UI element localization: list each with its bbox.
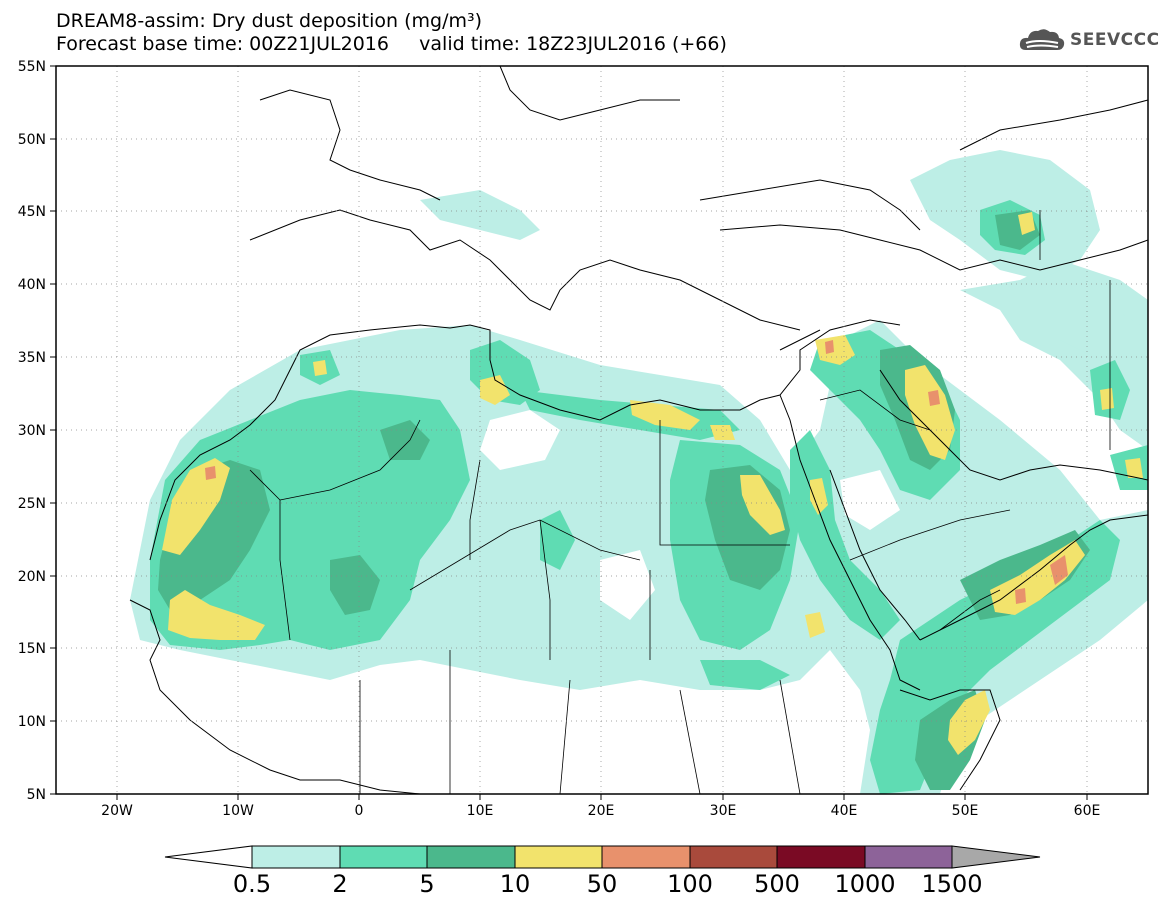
lat-tick-label: 50N [18,132,46,148]
colorbar-under-triangle [164,845,253,869]
lon-tick-label: 0 [355,803,364,819]
dust-deposition-field [130,150,1148,794]
colorbar-swatch [601,845,691,869]
colorbar-swatch [864,845,953,869]
coastlines-borders [129,66,1148,794]
lon-tick-label: 50E [952,803,979,819]
cloud-icon [1019,29,1065,50]
lon-tick-label: 10E [467,803,494,819]
lon-tick-label: 20W [101,803,133,819]
valid-time: valid time: 18Z23JUL2016 (+66) [419,33,727,55]
colorbar-swatch [776,845,866,869]
colorbar-label: 1000 [834,870,896,898]
colorbar-label: 2 [332,870,348,898]
lat-tick-label: 55N [18,59,46,75]
colorbar-label: 100 [667,870,713,898]
colorbar-label: 10 [499,870,531,898]
forecast-base-time: Forecast base time: 00Z21JUL2016 [56,33,389,55]
lat-tick-label: 15N [18,641,46,657]
colorbar-label: 50 [586,870,618,898]
lon-tick-label: 20E [588,803,615,819]
lat-tick-label: 35N [18,350,46,366]
lon-tick-label: 60E [1074,803,1101,819]
deposition-level-50 [205,340,1068,604]
colorbar-swatch [426,845,516,869]
map-plot-area: 20W 10W 0 10E 20E 30E 40E 50E 60E 55N 50… [18,59,1149,819]
lat-tick-label: 10N [18,714,46,730]
lat-tick-label: 20N [18,569,46,585]
colorbar-over-triangle [951,845,1041,869]
lon-tick-labels: 20W 10W 0 10E 20E 30E 40E 50E 60E [101,803,1100,819]
colorbar [164,845,1041,869]
colorbar-swatch [689,845,778,869]
colorbar-swatch [339,845,428,869]
low-deposition-gaps [300,410,900,760]
lat-tick-label: 25N [18,496,46,512]
axis-ticks [50,65,1088,800]
seevccc-logo: SEEVCCC [1018,26,1160,54]
grid-lines [56,66,1148,794]
forecast-times: Forecast base time: 00Z21JUL2016 valid t… [56,34,727,54]
lon-tick-label: 30E [710,803,737,819]
lat-tick-label: 45N [18,204,46,220]
lon-tick-label: 10W [222,803,254,819]
colorbar-label: 5 [419,870,435,898]
colorbar-swatch [514,845,603,869]
lat-tick-label: 5N [27,787,46,803]
colorbar-label: 500 [754,870,800,898]
lon-tick-label: 40E [831,803,858,819]
lat-tick-label: 30N [18,423,46,439]
colorbar-label: 1500 [921,870,983,898]
colorbar-label: 0.5 [232,870,272,898]
logo-text: SEEVCCC [1070,30,1160,50]
map-title: DREAM8-assim: Dry dust deposition (mg/m³… [56,10,483,32]
lat-tick-labels: 55N 50N 45N 40N 35N 30N 25N 20N 15N 10N … [18,59,46,803]
lat-tick-label: 40N [18,277,46,293]
colorbar-swatch [251,845,341,869]
